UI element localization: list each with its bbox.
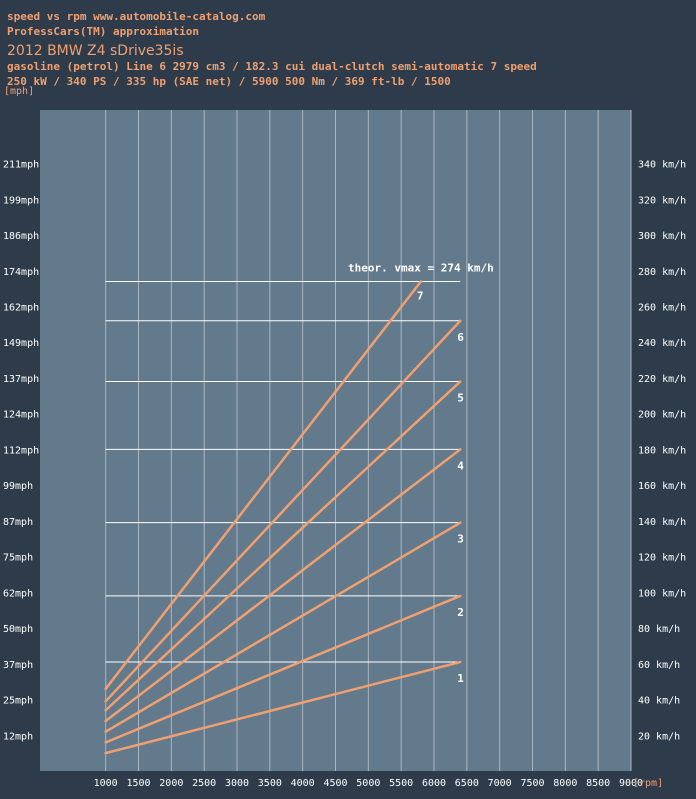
power-spec-line: 250 kW / 340 PS / 335 hp (SAE net) / 590… <box>7 75 451 88</box>
x-axis-unit-label: [rpm] <box>633 778 663 789</box>
vmax-annotation: theor. vmax = 274 km/h <box>348 262 494 275</box>
gear-lines <box>104 280 462 755</box>
gear-line-4 <box>104 448 462 723</box>
y-tick-label-kmh: 40 km/h <box>638 696 680 707</box>
y-tick-label-mph: 25mph <box>3 696 33 707</box>
y-tick-label-mph: 174mph <box>3 267 39 278</box>
chart-source-title: speed vs rpm www.automobile-catalog.com <box>7 10 266 23</box>
y-tick-label-mph: 199mph <box>3 195 39 206</box>
y-tick-label-kmh: 320 km/h <box>638 195 686 206</box>
y-tick-label-mph: 186mph <box>3 231 39 242</box>
gear-label-4: 4 <box>457 459 464 472</box>
x-tick-label: 1500 <box>126 778 150 789</box>
y-tick-label-kmh: 80 km/h <box>638 624 680 635</box>
gear-max-lines <box>105 281 461 663</box>
gear-line-2 <box>104 594 462 744</box>
y-tick-label-mph: 149mph <box>3 338 39 349</box>
gear-label-2: 2 <box>457 606 464 619</box>
x-tick-label: 6500 <box>455 778 479 789</box>
gear-line-6 <box>104 319 462 703</box>
y-tick-label-mph: 211mph <box>3 160 39 171</box>
x-tick-label: 2500 <box>192 778 216 789</box>
y-tick-label-kmh: 200 km/h <box>638 410 686 421</box>
x-tick-label: 4000 <box>291 778 315 789</box>
x-tick-label: 7000 <box>488 778 512 789</box>
x-tick-label: 7500 <box>520 778 544 789</box>
car-model-title: 2012 BMW Z4 sDrive35is <box>7 43 184 59</box>
grid-lines <box>105 110 632 771</box>
engine-spec-line: gasoline (petrol) Line 6 2979 cm3 / 182.… <box>7 60 537 73</box>
y-tick-label-mph: 12mph <box>3 731 33 742</box>
gear-line-1 <box>104 660 462 755</box>
y-tick-label-kmh: 220 km/h <box>638 374 686 385</box>
axis-labels: 1000 1500 2000 2500 3000 3500 4000 4500 5000 5500… <box>3 160 686 789</box>
y-tick-label-kmh: 300 km/h <box>638 231 686 242</box>
y-tick-label-mph: 137mph <box>3 374 39 385</box>
y-tick-label-mph: 37mph <box>3 660 33 671</box>
y-tick-label-mph: 162mph <box>3 303 39 314</box>
gear-label-6: 6 <box>457 331 464 344</box>
y-tick-label-kmh: 140 km/h <box>638 517 686 528</box>
y-tick-label-mph: 75mph <box>3 553 33 564</box>
y-tick-label-mph: 62mph <box>3 588 33 599</box>
y-tick-label-mph: 124mph <box>3 410 39 421</box>
y-tick-label-kmh: 120 km/h <box>638 553 686 564</box>
x-tick-label: 4500 <box>323 778 347 789</box>
x-tick-label: 8500 <box>586 778 610 789</box>
y-tick-label-mph: 50mph <box>3 624 33 635</box>
gear-line-5 <box>104 380 462 712</box>
gear-label-5: 5 <box>457 392 464 405</box>
y-tick-label-kmh: 260 km/h <box>638 303 686 314</box>
gear-label-3: 3 <box>457 533 464 546</box>
y-tick-label-mph: 112mph <box>3 445 39 456</box>
x-tick-label: 6000 <box>422 778 446 789</box>
y-tick-label-kmh: 20 km/h <box>638 731 680 742</box>
x-tick-label: 9000 <box>619 778 643 789</box>
gear-line-3 <box>104 521 462 733</box>
y-tick-label-kmh: 100 km/h <box>638 588 686 599</box>
x-tick-label: 2000 <box>159 778 183 789</box>
x-tick-label: 5500 <box>389 778 413 789</box>
gear-line-7 <box>104 280 423 691</box>
approximation-note: ProfessCars(TM) approximation <box>7 25 200 38</box>
y-tick-label-kmh: 180 km/h <box>638 445 686 456</box>
y-tick-label-kmh: 280 km/h <box>638 267 686 278</box>
x-tick-label: 5000 <box>356 778 380 789</box>
y-tick-label-kmh: 160 km/h <box>638 481 686 492</box>
y-tick-label-mph: 87mph <box>3 517 33 528</box>
x-tick-label: 3500 <box>258 778 282 789</box>
y-tick-label-kmh: 240 km/h <box>638 338 686 349</box>
gear-label-7: 7 <box>417 290 424 303</box>
y-tick-label-kmh: 60 km/h <box>638 660 680 671</box>
y-axis-unit-label: [mph] <box>4 86 35 97</box>
y-tick-label-kmh: 340 km/h <box>638 160 686 171</box>
x-tick-label: 8000 <box>553 778 577 789</box>
gear-label-1: 1 <box>457 672 464 685</box>
x-tick-label: 1000 <box>94 778 118 789</box>
y-tick-label-mph: 99mph <box>3 481 33 492</box>
x-tick-label: 3000 <box>225 778 249 789</box>
